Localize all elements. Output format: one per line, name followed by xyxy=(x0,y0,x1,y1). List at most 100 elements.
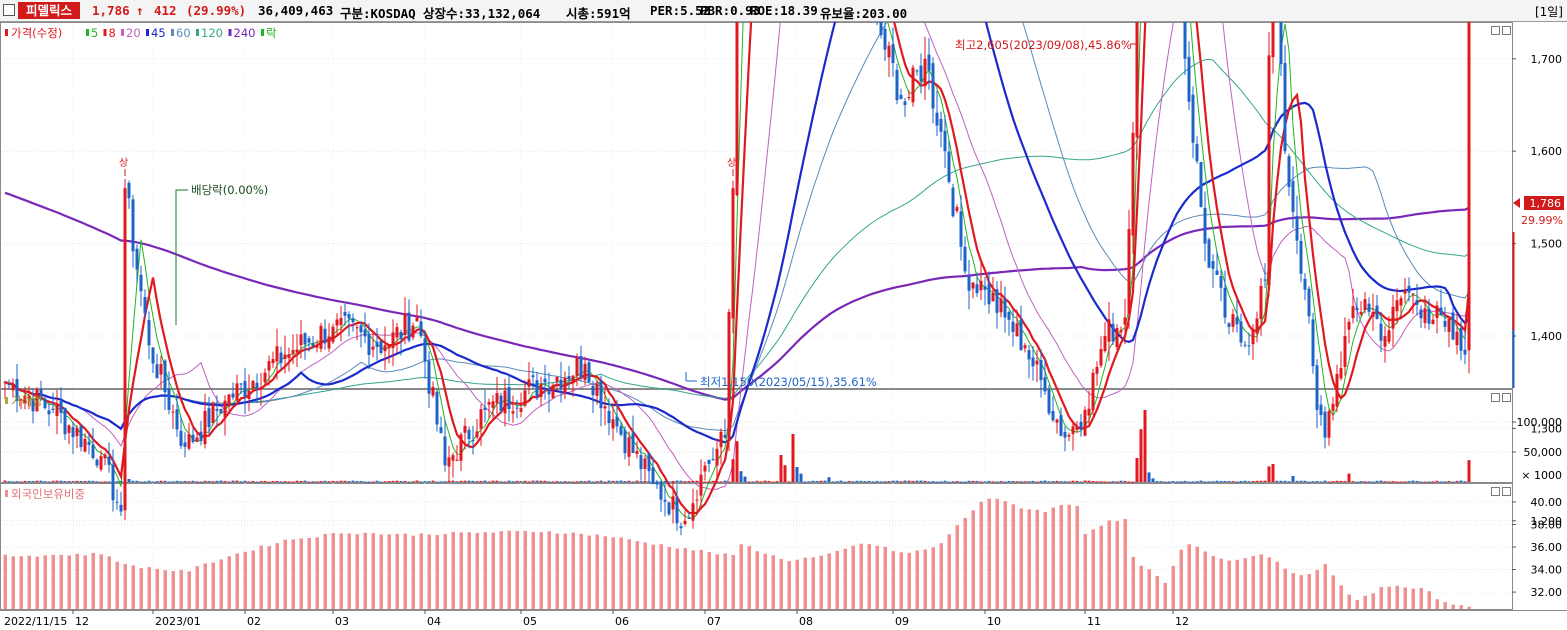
foreign-bar xyxy=(1395,585,1399,609)
volume-bar xyxy=(1103,481,1107,483)
volume-bar xyxy=(427,481,431,483)
volume-bar xyxy=(523,480,527,482)
candle-body xyxy=(443,436,447,466)
foreign-pane-maximize-icon[interactable] xyxy=(1502,487,1511,496)
foreign-bar xyxy=(1147,569,1151,609)
foreign-bar xyxy=(1387,586,1391,609)
volume-bar xyxy=(1407,481,1411,483)
candle-body xyxy=(599,380,603,409)
foreign-bar xyxy=(835,550,839,609)
candle-body xyxy=(367,334,371,355)
candle-body xyxy=(475,431,479,438)
volume-bar xyxy=(935,481,939,483)
foreign-pane-minimize-icon[interactable] xyxy=(1491,487,1500,496)
volume-bars xyxy=(3,410,1471,483)
ma-20-line xyxy=(4,22,1470,490)
candle-body xyxy=(275,346,279,362)
candle-body xyxy=(1027,350,1031,360)
candle-body xyxy=(1099,349,1103,366)
candle-body xyxy=(467,429,471,440)
select-checkbox[interactable] xyxy=(3,4,15,16)
foreign-bar xyxy=(1099,525,1103,609)
foreign-bar xyxy=(1427,591,1431,609)
date-tick-label: 12 xyxy=(75,615,89,628)
volume-pane-minimize-icon[interactable] xyxy=(1491,393,1500,402)
date-tick-label: 02 xyxy=(247,615,261,628)
volume-bar xyxy=(847,480,851,482)
volume-bar xyxy=(559,481,563,483)
candle-body xyxy=(651,467,655,484)
foreign-bar xyxy=(83,555,87,609)
candle-body xyxy=(1235,317,1239,325)
foreign-bar xyxy=(211,562,215,609)
foreign-bar xyxy=(875,545,879,609)
foreign-bar xyxy=(523,530,527,609)
volume-bar xyxy=(1039,480,1043,482)
candle-body xyxy=(27,395,31,399)
foreign-bar xyxy=(107,556,111,609)
volume-bar xyxy=(503,481,507,483)
volume-bar xyxy=(887,481,891,483)
volume-bar xyxy=(1063,481,1067,483)
volume-bar xyxy=(319,481,323,483)
volume-bar xyxy=(591,481,595,483)
foreign-bar xyxy=(219,559,223,609)
volume-bar xyxy=(1163,481,1167,483)
volume-bar xyxy=(1423,481,1427,483)
volume-bar xyxy=(1219,481,1223,483)
candle-body xyxy=(523,390,527,406)
price-pane-maximize-icon[interactable] xyxy=(1502,26,1511,35)
foreign-bar xyxy=(323,533,327,609)
volume-bar xyxy=(411,481,415,483)
foreign-bar xyxy=(27,555,31,609)
foreign-bar xyxy=(387,534,391,609)
foreign-bar xyxy=(363,532,367,609)
foreign-bar xyxy=(691,550,695,609)
volume-bar xyxy=(663,480,667,482)
volume-bar xyxy=(419,481,423,483)
foreign-bar xyxy=(491,532,495,609)
volume-bar xyxy=(1427,481,1431,483)
candle-body xyxy=(1447,318,1451,332)
foreign-bar xyxy=(755,551,759,609)
volume-bar xyxy=(19,481,23,483)
volume-bar xyxy=(687,480,691,482)
volume-bar xyxy=(491,480,495,482)
period-selector[interactable]: [1일] xyxy=(1534,5,1563,19)
foreign-bar xyxy=(851,545,855,609)
date-tick-label: 12 xyxy=(1175,615,1189,628)
volume-bar xyxy=(219,480,223,482)
candle-body xyxy=(59,400,63,413)
candle-body xyxy=(311,343,315,346)
candle-body xyxy=(207,408,211,428)
candle-body xyxy=(543,378,547,383)
candle-body xyxy=(387,345,391,349)
volume-bar xyxy=(1371,481,1375,483)
volume-bar xyxy=(543,480,547,482)
foreign-bar xyxy=(411,535,415,609)
volume-bar xyxy=(895,480,899,482)
foreign-bar xyxy=(395,533,399,609)
price-pane-minimize-icon[interactable] xyxy=(1491,26,1500,35)
candle-body xyxy=(135,248,139,270)
candle-body xyxy=(1191,94,1195,143)
candle-body xyxy=(399,331,403,339)
candle-body xyxy=(439,427,443,434)
candle-body xyxy=(7,384,11,386)
volume-pane-maximize-icon[interactable] xyxy=(1502,393,1511,402)
foreign-bar xyxy=(1155,576,1159,609)
candle-body xyxy=(955,207,959,211)
volume-bar xyxy=(599,480,603,482)
candle-body xyxy=(1263,279,1267,281)
volume-bar xyxy=(27,481,31,483)
candle-body xyxy=(1459,327,1463,351)
candle-body xyxy=(1467,22,1471,351)
volume-bar xyxy=(679,480,683,482)
volume-bar xyxy=(1051,481,1055,483)
volume-bar xyxy=(1183,480,1187,482)
volume-bar xyxy=(1179,481,1183,483)
legend-swatch xyxy=(86,29,89,36)
stock-chart[interactable]: 1,2001,3001,4001,5001,6001,7001,8001,900… xyxy=(0,22,1567,630)
stock-name[interactable]: 피델릭스 xyxy=(18,2,81,19)
date-tick-label: 04 xyxy=(427,615,441,628)
